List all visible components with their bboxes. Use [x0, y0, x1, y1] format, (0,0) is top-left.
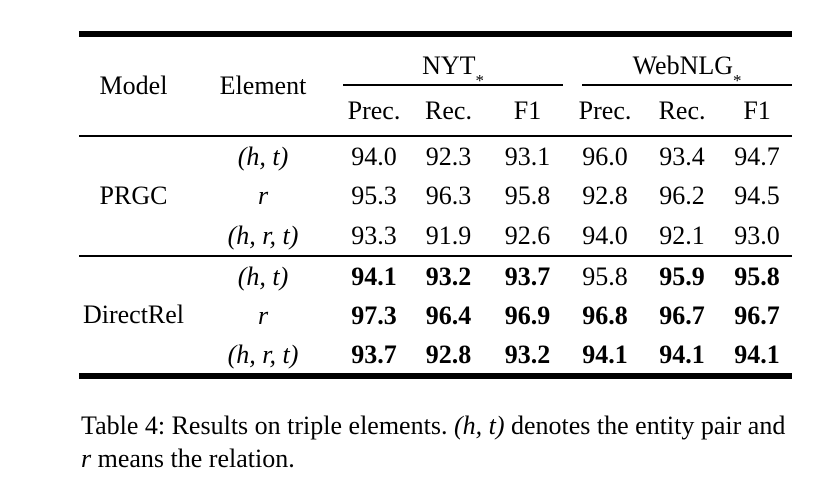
col-header-element-label: Element — [219, 71, 307, 100]
results-table-container: Model Element NYT * WebNLG * Prec. Rec. F1… — [79, 31, 793, 379]
caption-relation-symbol: r — [81, 444, 92, 473]
table-row: (h, r, t) 93.3 91.9 92.6 94.0 92.1 93.0 — [79, 216, 792, 256]
value-cell: 93.3 — [351, 220, 397, 250]
value-cell: 92.6 — [504, 220, 551, 250]
caption-entity-pair-symbol: (h, t) — [453, 411, 505, 440]
model-cell-directrel: DirectRel — [79, 255, 188, 376]
value-cell: 96.4 — [425, 301, 472, 330]
element-cell: r — [257, 181, 269, 210]
value-cell: 93.1 — [504, 141, 551, 171]
value-cell: 92.1 — [659, 220, 705, 250]
group-header-webnlg-rule: WebNLG * — [582, 37, 793, 89]
element-cell: (h, t) — [188, 255, 338, 296]
value-cell: 95.8 — [568, 255, 643, 296]
element-cell: (h, r, t) — [227, 339, 299, 369]
value-cell: 96.2 — [659, 181, 705, 210]
value-cell: 93.7 — [487, 255, 569, 296]
metric-header-webnlg-prec: Prec. — [568, 86, 643, 137]
col-header-model: Model — [79, 34, 188, 137]
group-header-webnlg-label: WebNLG — [632, 51, 734, 80]
value-cell: 93.4 — [659, 141, 705, 171]
value-cell: 91.9 — [425, 220, 472, 250]
value-cell: 96.0 — [582, 141, 628, 171]
value-cell: 96.7 — [659, 301, 705, 330]
value-cell: 94.1 — [582, 339, 628, 369]
value-cell: 95.8 — [722, 255, 793, 296]
value-cell: 94.0 — [582, 220, 628, 250]
value-cell: 94.5 — [734, 181, 780, 210]
value-cell: 96.3 — [425, 181, 472, 210]
group-header-nyt-label: NYT — [422, 51, 476, 80]
metric-header-nyt-prec: Prec. — [338, 86, 410, 137]
col-header-element: Element — [188, 34, 338, 137]
value-cell: 95.8 — [504, 181, 551, 210]
metric-header-nyt-rec: Rec. — [410, 86, 487, 137]
table-row: (h, r, t) 93.7 92.8 93.2 94.1 94.1 94.1 — [79, 336, 792, 376]
group-header-nyt-rule: NYT * — [343, 37, 564, 89]
element-cell: r — [257, 301, 269, 330]
value-cell: 92.8 — [425, 339, 472, 369]
model-cell-prgc: PRGC — [99, 181, 168, 210]
metric-header-webnlg-f1: F1 — [722, 86, 793, 137]
value-cell: 93.0 — [734, 220, 780, 250]
value-cell: 92.8 — [582, 181, 628, 210]
value-cell: 95.9 — [642, 255, 723, 296]
table-caption: Table 4: Results on triple elements. (h,… — [81, 409, 795, 475]
value-cell: 94.1 — [734, 339, 780, 369]
value-cell: 94.0 — [351, 141, 397, 171]
value-cell: 94.1 — [659, 339, 705, 369]
caption-middle: denotes the entity pair and — [504, 411, 786, 440]
table-row: r 95.3 96.3 95.8 92.8 96.2 94.5 — [79, 176, 792, 216]
value-cell: 94.7 — [734, 141, 780, 171]
metric-header-nyt-f1: F1 — [487, 86, 569, 137]
value-cell: 94.1 — [338, 255, 410, 296]
metric-header-webnlg-rec: Rec. — [642, 86, 723, 137]
value-cell: 92.3 — [425, 141, 472, 171]
element-cell: (h, r, t) — [227, 220, 299, 250]
group-header-nyt: NYT * — [338, 34, 568, 89]
value-cell: 93.2 — [504, 339, 551, 369]
caption-prefix: Table 4: Results on triple elements. — [81, 411, 454, 440]
element-cell: (h, t) — [237, 141, 289, 171]
value-cell: 93.7 — [351, 339, 397, 369]
table-row: DirectRel (h, t) 94.1 93.2 93.7 95.8 95.… — [79, 255, 793, 376]
results-table: Model Element NYT * WebNLG * Prec. Rec. F1… — [79, 31, 793, 379]
value-cell: 96.7 — [734, 301, 780, 330]
group-header-webnlg: WebNLG * — [568, 34, 793, 89]
value-cell: 97.3 — [351, 301, 397, 330]
table-row: r 97.3 96.4 96.9 96.8 96.7 96.7 — [79, 296, 792, 336]
value-cell: 96.8 — [582, 301, 628, 330]
value-cell: 95.3 — [351, 181, 397, 210]
table-row: PRGC (h, t) 94.0 92.3 93.1 96.0 93.4 94.… — [79, 136, 792, 211]
col-header-model-label: Model — [99, 71, 168, 100]
value-cell: 93.2 — [410, 255, 487, 296]
caption-suffix: means the relation. — [91, 444, 295, 473]
value-cell: 96.9 — [504, 301, 551, 330]
